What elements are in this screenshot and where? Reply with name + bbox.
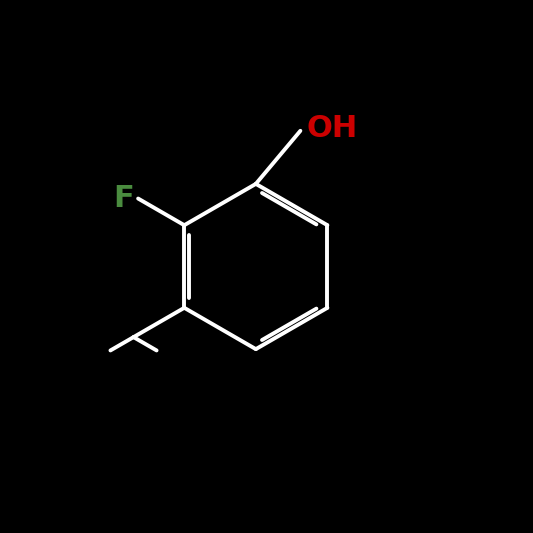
Text: OH: OH [307,114,358,143]
Text: F: F [113,184,134,213]
